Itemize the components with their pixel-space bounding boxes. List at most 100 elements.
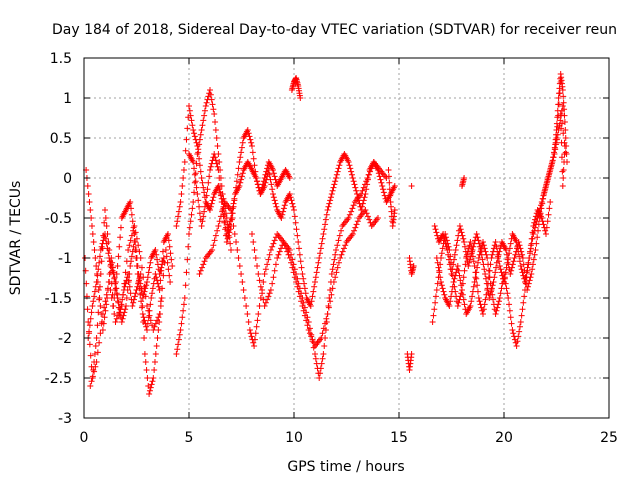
data-point-marker [440,231,447,237]
data-point-marker [87,207,94,213]
data-point-marker [475,255,482,261]
data-point-marker [175,213,182,220]
data-point-marker [496,248,503,255]
data-point-marker [535,221,542,228]
data-point-marker [439,245,446,252]
data-point-marker [454,303,461,309]
data-point-marker [201,107,208,114]
data-point-marker [539,200,546,207]
data-point-marker [561,106,568,113]
data-point-marker [470,243,477,250]
data-point-marker [497,245,504,252]
data-point-marker [91,293,98,300]
data-point-marker [130,296,137,303]
data-point-marker [433,229,440,236]
data-point-marker [167,279,174,285]
data-point-marker [107,258,114,265]
data-point-marker [431,223,438,229]
data-point-marker [429,319,436,325]
data-point-marker [288,197,295,204]
data-point-marker [466,256,473,263]
data-point-marker [220,203,227,210]
data-point-marker [271,267,278,274]
data-point-marker [89,231,96,237]
data-point-marker [196,155,203,162]
data-point-marker [131,239,138,245]
data-point-marker [487,291,494,298]
data-point-marker [147,317,154,324]
data-point-marker [524,287,531,293]
data-point-marker [202,199,209,205]
data-point-marker [547,165,554,172]
data-point-marker [132,290,139,297]
data-point-marker [251,247,258,253]
data-point-marker [311,283,318,290]
y-axis-ticks: -3 -2.5 -2 -1.5 -1 -0.5 0 0.5 1 1.5 [45,51,609,427]
data-point-marker [537,210,544,217]
data-point-marker [140,274,147,281]
data-point-marker [200,117,207,124]
x-tick-label: 15 [390,430,408,446]
data-point-marker [439,285,446,292]
data-point-marker [169,263,176,269]
data-point-marker [436,269,443,276]
data-point-marker [136,285,143,292]
data-point-marker [128,232,135,239]
data-point-marker [361,194,368,201]
data-point-marker [451,275,458,282]
data-point-marker [503,247,510,253]
data-point-marker [308,298,315,305]
data-point-marker [296,245,303,252]
data-point-marker [446,303,453,309]
data-point-marker [317,370,324,377]
data-point-marker [272,261,279,268]
data-point-marker [332,178,339,185]
data-point-marker [330,184,337,191]
data-point-marker [477,243,484,250]
data-point-marker [458,282,465,289]
data-point-marker [313,360,320,367]
data-point-marker [234,247,241,253]
data-point-marker [473,269,480,276]
data-point-marker [391,183,398,189]
data-point-marker [513,343,520,349]
data-point-marker [306,325,313,332]
data-point-marker [292,219,299,226]
data-point-marker [98,320,105,327]
data-point-marker [225,232,232,239]
data-point-marker [312,351,318,357]
data-point-marker [351,181,358,188]
data-point-marker [94,272,101,279]
data-point-marker [217,213,224,220]
data-point-marker [250,155,257,162]
data-point-marker [297,258,304,265]
data-point-marker [238,149,245,156]
data-point-marker [480,306,487,313]
data-point-marker [165,231,171,237]
data-point-marker [410,263,417,269]
x-tick-label: 20 [495,430,513,446]
data-point-marker [234,171,241,178]
data-point-marker [315,259,322,266]
data-point-marker [212,119,219,125]
data-point-marker [275,251,282,258]
data-point-marker [467,303,474,309]
data-point-marker [209,101,216,108]
data-point-marker [313,269,320,276]
data-point-marker [174,346,181,353]
data-point-marker [547,199,554,205]
data-point-marker [480,311,486,317]
data-point-marker [88,223,95,229]
data-point-marker [492,269,499,276]
data-point-marker [195,146,202,153]
data-point-marker [216,175,223,181]
data-point-marker [561,112,568,119]
data-point-marker [465,263,472,269]
data-point-marker [190,127,197,133]
data-point-marker [471,279,478,285]
data-point-marker [435,264,442,271]
data-point-marker [251,343,258,349]
data-point-marker [236,263,243,269]
data-point-marker [333,247,339,253]
data-point-marker [495,251,502,258]
